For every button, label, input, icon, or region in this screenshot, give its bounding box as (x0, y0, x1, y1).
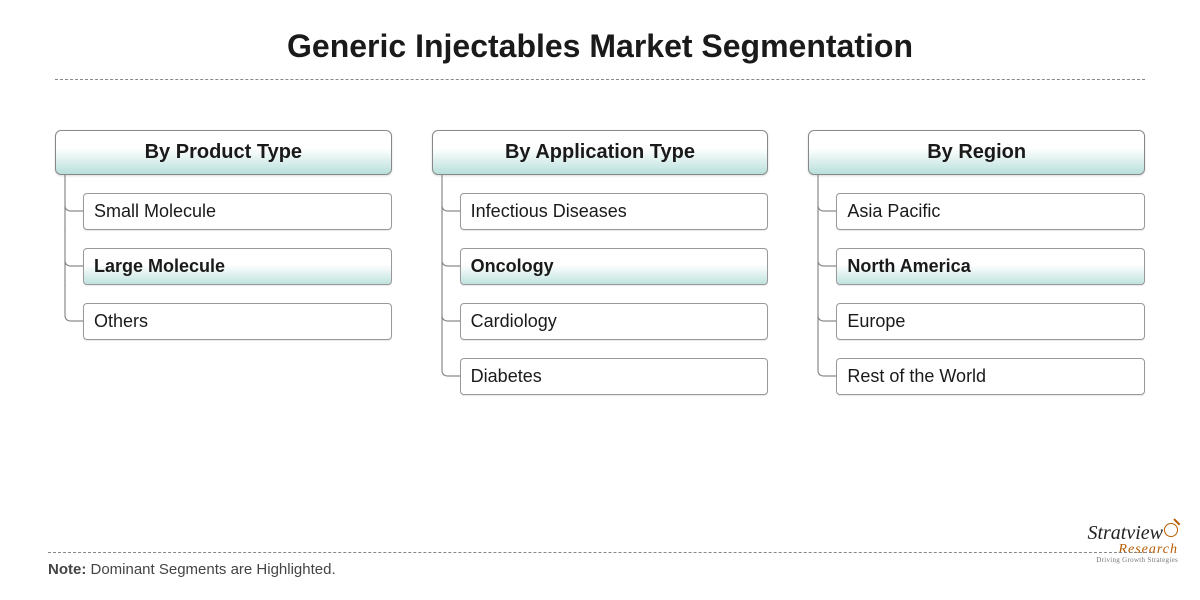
segment-item: Rest of the World (836, 358, 1145, 395)
segment-item: Oncology (460, 248, 769, 285)
column-header: By Product Type (55, 130, 392, 175)
column-items: Asia Pacific North America Europe Rest of t… (836, 193, 1145, 395)
segment-box: Europe (836, 303, 1145, 340)
segment-item: North America (836, 248, 1145, 285)
footer-divider (48, 552, 1152, 553)
segment-box: Asia Pacific (836, 193, 1145, 230)
connector-icon (808, 340, 836, 396)
connector-icon (808, 175, 836, 231)
segment-box-dominant: Oncology (460, 248, 769, 285)
note-label: Note: (48, 561, 86, 578)
connector-icon (808, 285, 836, 341)
segment-box-dominant: North America (836, 248, 1145, 285)
segment-box: Others (83, 303, 392, 340)
magnifier-icon (1164, 523, 1178, 537)
column-items: Infectious Diseases Oncology Cardiology Dia… (460, 193, 769, 395)
segment-item: Diabetes (460, 358, 769, 395)
footer-note: Note: Dominant Segments are Highlighted. (48, 552, 1152, 578)
column-items: Small Molecule Large Molecule Others (83, 193, 392, 340)
segment-box: Rest of the World (836, 358, 1145, 395)
note-text: Dominant Segments are Highlighted. (86, 561, 335, 578)
segment-item: Infectious Diseases (460, 193, 769, 230)
logo-line1: Stratview (1087, 522, 1163, 544)
connector-icon (432, 230, 460, 286)
segment-item: Large Molecule (83, 248, 392, 285)
segment-box-dominant: Large Molecule (83, 248, 392, 285)
column-header: By Region (808, 130, 1145, 175)
segmentation-column: By Application Type Infectious Diseases On… (432, 130, 769, 413)
connector-icon (55, 175, 83, 231)
segmentation-column: By Region Asia Pacific North America Europe… (808, 130, 1145, 413)
connector-icon (808, 230, 836, 286)
connector-icon (432, 340, 460, 396)
connector-icon (55, 285, 83, 341)
segmentation-column: By Product Type Small Molecule Large Molec… (55, 130, 392, 413)
column-header: By Application Type (432, 130, 769, 175)
segment-box: Cardiology (460, 303, 769, 340)
segment-box: Small Molecule (83, 193, 392, 230)
connector-icon (55, 230, 83, 286)
segment-item: Cardiology (460, 303, 769, 340)
segment-item: Europe (836, 303, 1145, 340)
page-title: Generic Injectables Market Segmentation (0, 0, 1200, 75)
segment-item: Small Molecule (83, 193, 392, 230)
title-divider (55, 79, 1145, 80)
segmentation-columns: By Product Type Small Molecule Large Molec… (55, 130, 1145, 413)
segment-box: Infectious Diseases (460, 193, 769, 230)
segment-item: Others (83, 303, 392, 340)
connector-icon (432, 285, 460, 341)
segment-item: Asia Pacific (836, 193, 1145, 230)
segment-box: Diabetes (460, 358, 769, 395)
connector-icon (432, 175, 460, 231)
